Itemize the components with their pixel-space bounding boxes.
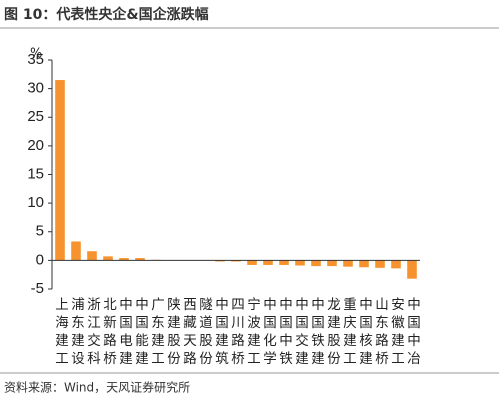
y-tick-label: 35 — [27, 51, 44, 68]
x-tick-label: 浙江交科 — [84, 297, 101, 369]
bar — [327, 260, 337, 267]
bar — [215, 260, 225, 262]
x-tick-label: 北新路桥 — [100, 297, 117, 369]
x-tick-label: 中国中铁 — [276, 297, 293, 369]
x-tick-label: 重庆建工 — [340, 297, 357, 369]
source: 资料来源：Wind，天风证券研究所 — [4, 380, 190, 395]
x-tick-label: 上海建工 — [52, 297, 69, 369]
x-tick-label: 隧道股份 — [196, 297, 213, 369]
y-tick-label: 5 — [36, 223, 44, 240]
bar — [263, 260, 273, 265]
x-tick-label: 中国铁建 — [308, 297, 325, 369]
x-tick-label: 浦东建设 — [68, 297, 85, 369]
bar — [359, 260, 369, 268]
x-tick-label: 龙建股份 — [324, 297, 341, 369]
bar — [279, 260, 289, 265]
y-tick-label: 10 — [27, 194, 44, 211]
x-tick-label: 山东路桥 — [372, 297, 389, 369]
bar — [71, 241, 81, 261]
y-tick-label: 25 — [27, 108, 44, 125]
y-tick-label: 15 — [27, 165, 44, 182]
bar — [311, 260, 321, 267]
y-tick-label: 0 — [36, 251, 44, 268]
y-tick-label: 30 — [27, 80, 44, 97]
y-tick-label: -5 — [31, 280, 44, 297]
bar — [87, 251, 97, 261]
y-unit: % — [30, 47, 42, 62]
bar — [391, 260, 401, 269]
x-tick-label: 中国化学 — [260, 297, 277, 369]
x-tick-label: 安徽建工 — [388, 297, 405, 369]
x-tick-label: 中国中冶 — [404, 297, 421, 369]
x-tick-label: 西藏天路 — [180, 297, 197, 369]
y-tick-label: 20 — [27, 137, 44, 154]
x-tick-label: 中国建筑 — [212, 297, 229, 369]
bar — [247, 260, 257, 265]
bar — [135, 258, 145, 261]
bar — [119, 258, 129, 261]
chart-title: 图 10：代表性央企&国企涨跌幅 — [4, 6, 209, 23]
x-tick-label: 广东建工 — [148, 297, 165, 369]
bar — [231, 260, 241, 262]
x-tick-label: 中国电建 — [116, 297, 133, 369]
bar — [375, 260, 385, 268]
x-tick-label: 中国核建 — [356, 297, 373, 369]
bar — [103, 256, 113, 261]
bar — [407, 260, 417, 279]
bar — [55, 80, 65, 261]
x-tick-label: 中国能建 — [132, 297, 149, 369]
x-tick-label: 四川路桥 — [228, 297, 245, 369]
bar — [295, 260, 305, 266]
x-tick-label: 宁波建工 — [244, 296, 261, 369]
bar — [343, 260, 353, 267]
x-tick-label: 中国交建 — [292, 297, 309, 369]
x-tick-label: 陕建股份 — [164, 297, 181, 369]
